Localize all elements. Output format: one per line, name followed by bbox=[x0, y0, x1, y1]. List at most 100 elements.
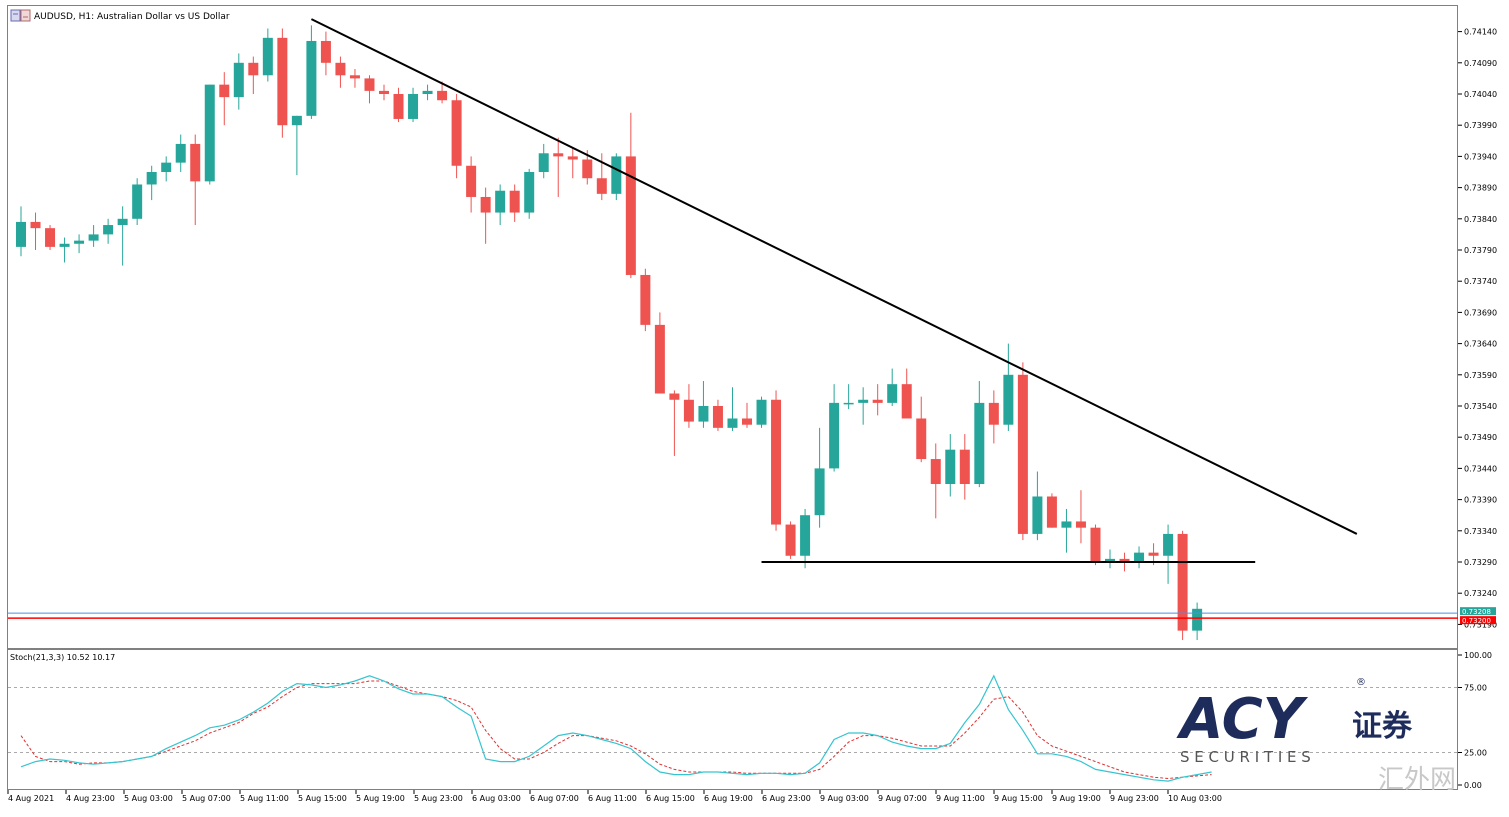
candle bbox=[625, 112, 636, 279]
candle bbox=[1163, 524, 1174, 584]
candle bbox=[393, 87, 404, 123]
candle bbox=[829, 384, 840, 472]
candle-body bbox=[712, 406, 723, 428]
candle-body bbox=[959, 449, 970, 484]
candle-body bbox=[553, 153, 564, 157]
candle-body bbox=[829, 402, 840, 469]
stoch-axis-label: 75.00 bbox=[1464, 684, 1487, 693]
candle bbox=[277, 28, 288, 138]
candle bbox=[233, 53, 244, 110]
time-label: 6 Aug 23:00 bbox=[762, 794, 811, 803]
candle-body bbox=[146, 172, 157, 185]
candle-body bbox=[30, 221, 41, 229]
candle-body bbox=[451, 100, 462, 166]
candle-body bbox=[858, 399, 869, 403]
chart-header: AUDUSD, H1: Australian Dollar vs US Doll… bbox=[10, 9, 230, 22]
candle-body bbox=[1061, 521, 1072, 528]
stoch-axis-label: 25.00 bbox=[1464, 749, 1487, 758]
main-pane-frame bbox=[7, 5, 1458, 649]
price-label: 0.73790 bbox=[1464, 246, 1497, 255]
time-label: 6 Aug 19:00 bbox=[704, 794, 753, 803]
candle-body bbox=[1032, 496, 1043, 534]
candle bbox=[988, 390, 999, 444]
ask-price-label: 0.73208 bbox=[1462, 608, 1491, 616]
candle-body bbox=[901, 384, 912, 419]
candle bbox=[814, 427, 825, 528]
candle bbox=[1105, 549, 1115, 569]
time-label: 6 Aug 03:00 bbox=[472, 794, 521, 803]
candle bbox=[800, 508, 811, 569]
time-label: 9 Aug 19:00 bbox=[1052, 794, 1101, 803]
candle bbox=[437, 81, 448, 104]
candle bbox=[59, 237, 70, 263]
candle-body bbox=[335, 62, 346, 76]
candle bbox=[146, 165, 157, 201]
candle-body bbox=[103, 225, 114, 235]
candle-body bbox=[814, 468, 825, 516]
time-label: 10 Aug 03:00 bbox=[1168, 794, 1222, 803]
candle bbox=[887, 368, 898, 406]
candle-body bbox=[393, 94, 404, 119]
time-axis: 4 Aug 2021 4 Aug 23:00 5 Aug 03:00 5 Aug 07… bbox=[7, 790, 1222, 803]
stoch-axis-label: 0.00 bbox=[1464, 781, 1482, 790]
candle-body bbox=[161, 162, 172, 172]
resistance-trendline[interactable] bbox=[310, 18, 1358, 535]
candle-body bbox=[756, 399, 767, 425]
candle bbox=[103, 218, 114, 244]
candle bbox=[480, 187, 491, 244]
candle-body bbox=[1003, 374, 1014, 425]
candle bbox=[88, 225, 99, 247]
candle bbox=[524, 168, 535, 219]
candle-body bbox=[843, 402, 854, 405]
candle bbox=[945, 434, 956, 497]
candle-body bbox=[1163, 533, 1174, 556]
candle-body bbox=[887, 384, 898, 403]
price-label: 0.73490 bbox=[1464, 433, 1497, 442]
candle bbox=[422, 84, 433, 101]
candle bbox=[1075, 490, 1086, 544]
candle bbox=[117, 206, 128, 266]
stochastic-pane: Stoch(21,3,3) 10.52 10.17 100.00 75.00 25.… bbox=[8, 651, 1492, 790]
candle bbox=[132, 178, 143, 226]
candle-body bbox=[800, 515, 811, 556]
candle bbox=[1003, 343, 1014, 431]
candle bbox=[335, 56, 346, 88]
candle bbox=[640, 268, 651, 332]
candle-body bbox=[45, 228, 56, 247]
price-label: 0.73340 bbox=[1464, 527, 1497, 536]
candle bbox=[190, 134, 201, 226]
candle-body bbox=[524, 172, 535, 213]
price-label: 0.73940 bbox=[1464, 152, 1497, 161]
time-label: 9 Aug 03:00 bbox=[820, 794, 869, 803]
candle-body bbox=[1105, 558, 1115, 562]
candle-body bbox=[727, 418, 738, 428]
candle bbox=[306, 25, 317, 119]
price-label: 0.73590 bbox=[1464, 371, 1497, 380]
candle-body bbox=[567, 156, 578, 160]
candle-body bbox=[88, 234, 99, 241]
candle-body bbox=[683, 399, 694, 422]
candle bbox=[495, 184, 506, 226]
stoch-signal-line bbox=[20, 680, 1212, 780]
candle-body bbox=[466, 165, 477, 197]
candle-body bbox=[640, 274, 651, 325]
time-label: 6 Aug 15:00 bbox=[646, 794, 695, 803]
candle-body bbox=[611, 156, 622, 194]
ask-price-badge bbox=[1460, 607, 1496, 616]
price-label: 0.74090 bbox=[1464, 59, 1497, 68]
candle bbox=[349, 69, 360, 88]
price-label: 0.73540 bbox=[1464, 402, 1497, 411]
candle-body bbox=[422, 90, 433, 94]
candle bbox=[872, 384, 883, 416]
candle-body bbox=[974, 402, 985, 484]
candle-body bbox=[248, 62, 259, 76]
candle-body bbox=[742, 418, 752, 425]
candle bbox=[756, 396, 767, 428]
candle bbox=[742, 402, 752, 428]
time-label: 5 Aug 15:00 bbox=[298, 794, 347, 803]
candle bbox=[45, 225, 56, 250]
bid-price-badge bbox=[1460, 616, 1496, 625]
